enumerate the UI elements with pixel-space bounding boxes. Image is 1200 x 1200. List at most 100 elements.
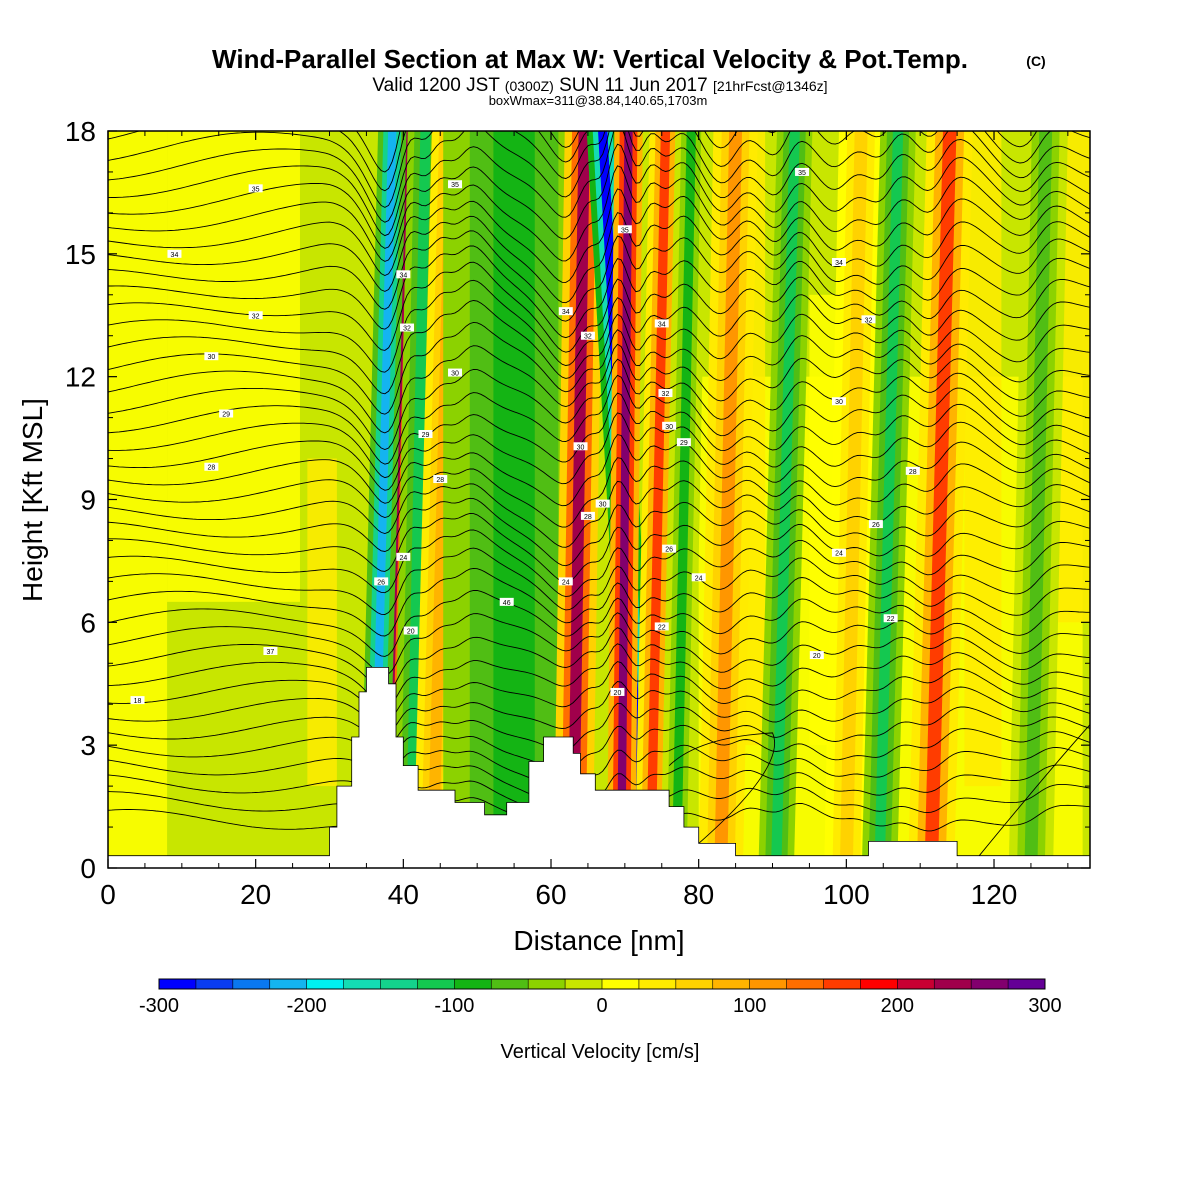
contour-label: 35 bbox=[621, 227, 629, 234]
x-tick-label: 20 bbox=[240, 879, 271, 910]
colorbar-swatch bbox=[712, 979, 750, 989]
contour-label: 32 bbox=[865, 317, 873, 324]
contour-label: 26 bbox=[872, 522, 880, 529]
theta-contour-line bbox=[108, 513, 1090, 583]
colorbar-swatch bbox=[934, 979, 972, 989]
contour-label-box bbox=[499, 597, 514, 606]
contour-label: 35 bbox=[798, 170, 806, 177]
contour-label-box bbox=[795, 167, 810, 176]
y-tick-label: 12 bbox=[65, 362, 96, 393]
velocity-band bbox=[405, 131, 431, 868]
colorbar-swatch bbox=[380, 979, 418, 989]
theta-contour-line bbox=[108, 321, 1090, 415]
contour-label: 18 bbox=[134, 698, 142, 705]
theta-contour-line bbox=[108, 343, 1090, 434]
contour-label-box bbox=[448, 180, 463, 189]
velocity-band bbox=[771, 131, 800, 868]
contour-label-box bbox=[396, 552, 411, 561]
colorbar-swatch bbox=[417, 979, 455, 989]
contour-label: 28 bbox=[909, 469, 917, 476]
velocity-band bbox=[1024, 131, 1053, 868]
vertical-velocity-field bbox=[108, 131, 1090, 868]
theta-contour-line bbox=[108, 480, 1090, 548]
contour-label: 34 bbox=[171, 252, 179, 259]
colorbar-swatch bbox=[454, 979, 492, 989]
contour-label-box bbox=[204, 352, 219, 361]
contour-label: 30 bbox=[599, 502, 607, 509]
theta-contour-line bbox=[108, 643, 1090, 707]
contour-label-box bbox=[676, 438, 691, 447]
velocity-band bbox=[671, 131, 696, 868]
field-region bbox=[307, 458, 337, 787]
theta-contour-line bbox=[108, 279, 1090, 373]
colorbar-swatch bbox=[638, 979, 677, 989]
colorbar: -300 -200 -100 0 100 200 300 bbox=[139, 978, 1062, 1017]
theta-contour-line bbox=[108, 131, 1090, 223]
velocity-band bbox=[567, 131, 590, 868]
contour-label: 26 bbox=[665, 547, 673, 554]
y-tick-label: 3 bbox=[80, 730, 96, 761]
colorbar-swatch bbox=[749, 979, 787, 989]
x-tick-label: 120 bbox=[971, 879, 1018, 910]
theta-contour-line bbox=[108, 412, 1090, 491]
velocity-band bbox=[617, 131, 633, 868]
velocity-band bbox=[874, 131, 904, 868]
terrain-shape bbox=[107, 667, 1091, 869]
contour-label: 32 bbox=[403, 326, 411, 333]
contour-label-box bbox=[831, 258, 846, 267]
field-region bbox=[167, 131, 300, 602]
contour-label-box bbox=[167, 249, 182, 258]
y-tick-label: 6 bbox=[80, 607, 96, 638]
valid-date: SUN 11 Jun 2017 bbox=[559, 75, 708, 96]
theta-contour-line bbox=[108, 300, 1090, 395]
contour-label-box bbox=[831, 397, 846, 406]
y-axis-label: Height [Kft MSL] bbox=[17, 398, 48, 602]
contour-label-box bbox=[654, 622, 669, 631]
copyright-mark: (C) bbox=[1026, 53, 1045, 69]
theta-contour-line bbox=[108, 547, 1090, 615]
contour-label-box bbox=[905, 466, 920, 475]
contour-label-box bbox=[204, 462, 219, 471]
velocity-band bbox=[839, 131, 868, 868]
theta-contour-line bbox=[108, 374, 1090, 465]
colorbar-tick-label: 200 bbox=[881, 995, 914, 1017]
contour-label-box bbox=[610, 687, 625, 696]
contour-label-box bbox=[595, 499, 610, 508]
terrain-mask bbox=[107, 667, 1091, 869]
contour-label: 37 bbox=[267, 649, 275, 656]
contour-label: 34 bbox=[658, 321, 666, 328]
contour-label-box bbox=[130, 696, 145, 705]
contour-label: 32 bbox=[252, 313, 260, 320]
theta-contour-line bbox=[108, 497, 1090, 567]
contour-label-box bbox=[658, 389, 673, 398]
velocity-band bbox=[646, 131, 671, 868]
contour-label: 34 bbox=[835, 260, 843, 267]
theta-contour-line bbox=[108, 434, 1090, 507]
contour-label: 30 bbox=[207, 354, 215, 361]
forecast-info: [21hrFcst@1346z] bbox=[713, 78, 828, 94]
contour-label-box bbox=[374, 577, 389, 586]
contour-label-box bbox=[558, 577, 573, 586]
x-axis-label: Distance [nm] bbox=[513, 925, 684, 956]
theta-contour-line bbox=[108, 627, 1090, 692]
contour-label: 30 bbox=[577, 444, 585, 451]
contour-label-box bbox=[219, 409, 234, 418]
contour-label: 26 bbox=[377, 579, 385, 586]
contour-labels: 35 34 32 30 29 28 37 18 35 34 32 30 29 28 24 26 20 46 34 32… bbox=[130, 167, 920, 705]
contour-label: 20 bbox=[614, 690, 622, 697]
colorbar-swatch bbox=[971, 979, 1009, 989]
chart-title: Wind-Parallel Section at Max W: Vertical… bbox=[212, 44, 968, 74]
velocity-band bbox=[924, 131, 957, 868]
x-tick-label: 40 bbox=[388, 879, 419, 910]
theta-contour-line bbox=[108, 212, 1090, 304]
y-tick-label: 15 bbox=[65, 239, 96, 270]
contour-label-box bbox=[433, 475, 448, 484]
theta-contour-line bbox=[108, 612, 1090, 676]
theta-contour-line bbox=[978, 724, 1090, 857]
contour-label: 28 bbox=[584, 514, 592, 521]
theta-contour-line bbox=[108, 744, 1090, 793]
contour-label: 34 bbox=[399, 272, 407, 279]
contour-label: 24 bbox=[835, 551, 843, 558]
colorbar-tick-label: -100 bbox=[434, 995, 474, 1017]
contour-label-box bbox=[248, 311, 263, 320]
